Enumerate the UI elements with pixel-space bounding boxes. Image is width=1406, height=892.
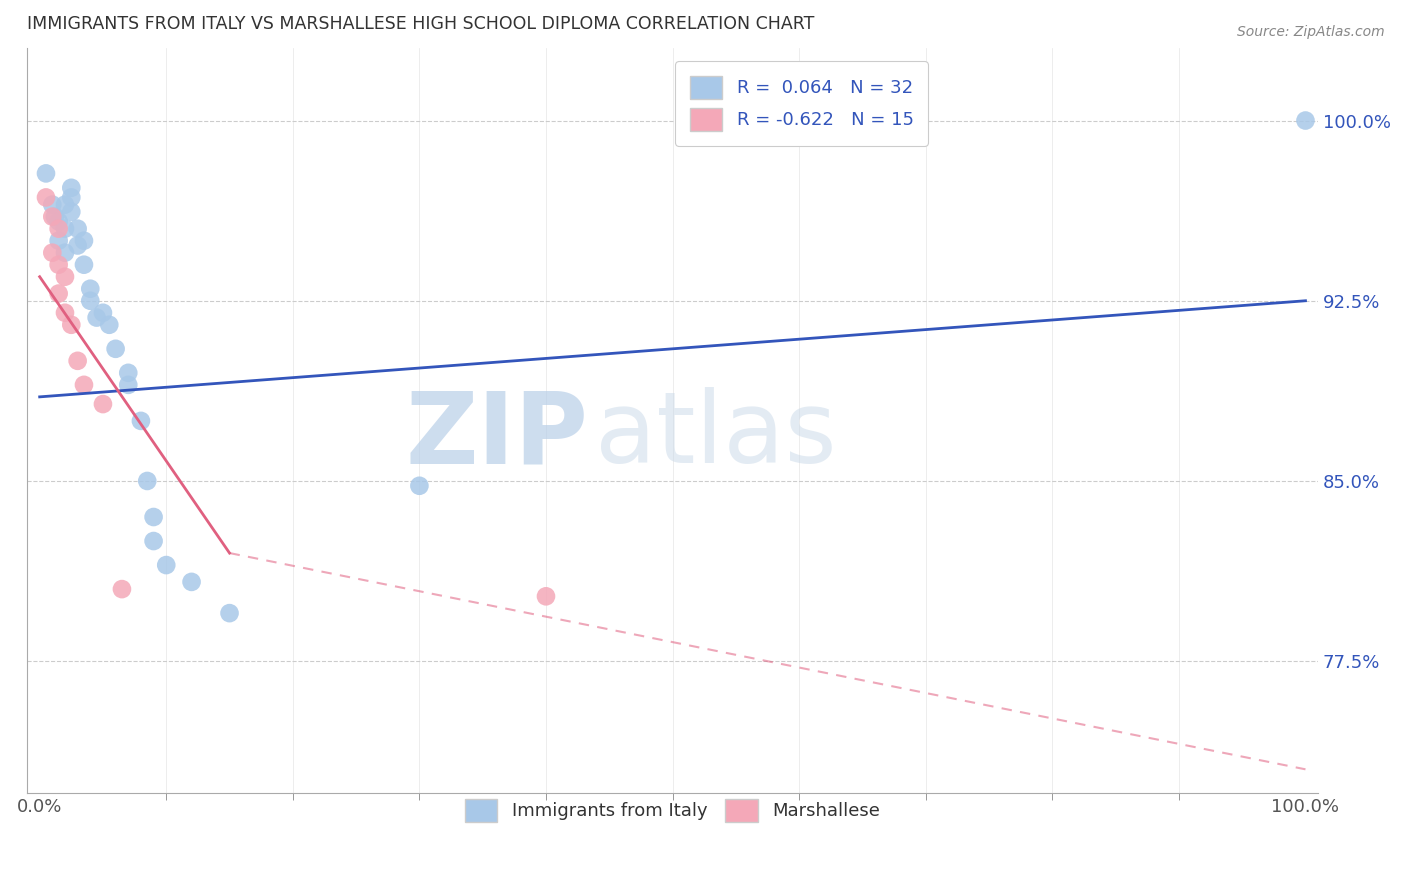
Point — [98, 318, 121, 332]
Point — [408, 479, 430, 493]
Legend: Immigrants from Italy, Marshallese: Immigrants from Italy, Marshallese — [450, 784, 894, 837]
Point — [86, 310, 108, 325]
Point — [180, 574, 202, 589]
Point — [91, 306, 114, 320]
Point — [155, 558, 177, 572]
Point — [136, 474, 159, 488]
Point — [44, 210, 66, 224]
Point — [66, 354, 89, 368]
Point — [91, 397, 114, 411]
Text: atlas: atlas — [595, 387, 837, 484]
Point — [1295, 113, 1317, 128]
Point — [60, 204, 83, 219]
Point — [53, 221, 76, 235]
Point — [48, 258, 70, 272]
Point — [534, 590, 557, 604]
Point — [48, 286, 70, 301]
Point — [53, 269, 76, 284]
Text: IMMIGRANTS FROM ITALY VS MARSHALLESE HIGH SCHOOL DIPLOMA CORRELATION CHART: IMMIGRANTS FROM ITALY VS MARSHALLESE HIG… — [27, 15, 814, 33]
Point — [41, 210, 63, 224]
Point — [60, 181, 83, 195]
Point — [117, 366, 139, 380]
Point — [79, 293, 101, 308]
Point — [53, 197, 76, 211]
Text: Source: ZipAtlas.com: Source: ZipAtlas.com — [1237, 25, 1385, 39]
Point — [35, 166, 58, 180]
Text: ZIP: ZIP — [406, 387, 589, 484]
Point — [48, 234, 70, 248]
Point — [73, 377, 96, 392]
Point — [35, 190, 58, 204]
Point — [53, 245, 76, 260]
Point — [66, 221, 89, 235]
Point — [60, 318, 83, 332]
Point — [73, 234, 96, 248]
Point — [48, 214, 70, 228]
Point — [60, 190, 83, 204]
Point — [48, 221, 70, 235]
Point — [104, 342, 127, 356]
Point — [79, 282, 101, 296]
Point — [111, 582, 134, 596]
Point — [41, 197, 63, 211]
Point — [142, 510, 165, 524]
Point — [66, 238, 89, 252]
Point — [41, 245, 63, 260]
Point — [53, 306, 76, 320]
Point — [142, 534, 165, 549]
Point — [117, 377, 139, 392]
Point — [73, 258, 96, 272]
Point — [129, 414, 152, 428]
Point — [218, 606, 240, 620]
